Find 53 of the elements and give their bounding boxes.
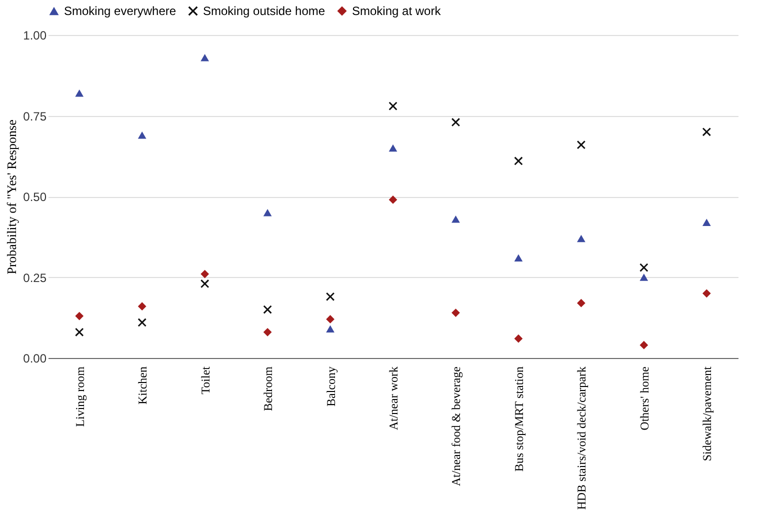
legend-label: Smoking at work (352, 4, 442, 18)
point (702, 128, 711, 136)
point (138, 302, 146, 311)
point (388, 144, 398, 152)
point (75, 312, 84, 320)
point (138, 132, 146, 139)
x-tick-label: At/near food & beverage (449, 366, 464, 486)
point (640, 263, 648, 272)
y-tick-label: 0.75 (23, 109, 47, 124)
point (263, 305, 272, 314)
y-tick-label: 0.50 (23, 190, 47, 204)
x-tick-label: Bus stop/MRT station (512, 366, 526, 472)
point (75, 328, 84, 336)
point (577, 140, 586, 150)
legend-label: Smoking everywhere (64, 4, 176, 18)
x-tick-label: Sidewalk/pavement (700, 366, 714, 462)
point (452, 308, 460, 317)
point (200, 270, 209, 278)
x-tick-label: At/near work (386, 366, 400, 430)
point (200, 54, 209, 62)
y-tick-label: 0.25 (23, 270, 47, 285)
x-tick-label: HDB stairs/void deck/carpark (574, 366, 589, 510)
point (702, 289, 711, 298)
point (326, 315, 334, 324)
point (263, 209, 272, 216)
point (640, 340, 648, 350)
point (200, 280, 209, 288)
point (263, 328, 272, 336)
x-tick-label: Toilet (198, 366, 212, 394)
point (452, 118, 460, 126)
y-axis-title: Probability of "Yes' Response (4, 119, 20, 274)
legend-label: Smoking outside home (203, 4, 326, 18)
point (577, 234, 586, 242)
point (514, 254, 523, 262)
point (640, 274, 648, 281)
point (388, 196, 398, 204)
point (702, 218, 711, 226)
point (577, 298, 586, 308)
x-tick-label: Balcony (324, 366, 338, 406)
point (452, 215, 460, 223)
point (326, 292, 334, 301)
point (138, 318, 146, 327)
x-tick-label: Others' home (637, 366, 652, 430)
x-tick-label: Living room (72, 366, 87, 427)
point (388, 102, 398, 110)
point (514, 334, 523, 343)
y-tick-label: 0.00 (23, 352, 47, 366)
point (326, 325, 334, 333)
point (514, 156, 523, 166)
x-tick-label: Bedroom (261, 366, 276, 412)
y-tick-label: 1.00 (23, 28, 47, 42)
point (75, 90, 84, 97)
x-tick-label: Kitchen (136, 366, 150, 404)
